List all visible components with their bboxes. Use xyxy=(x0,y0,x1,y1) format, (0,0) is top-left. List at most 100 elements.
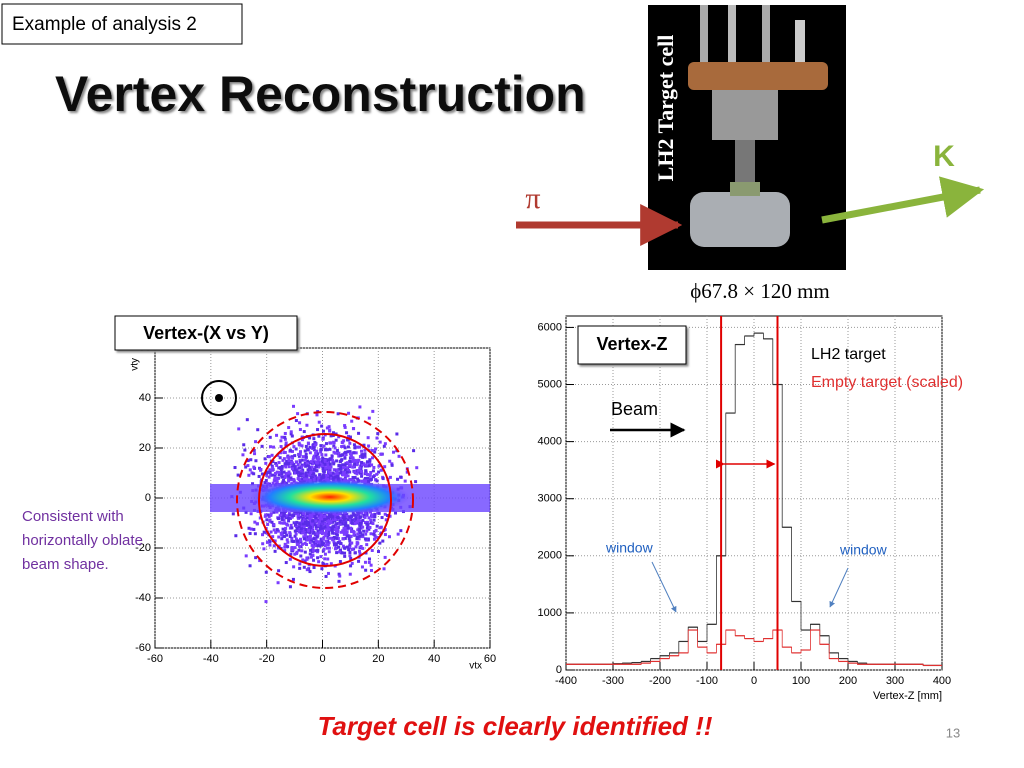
density-cell xyxy=(296,412,300,416)
density-cell xyxy=(248,564,252,568)
density-cell xyxy=(325,515,329,519)
density-cell xyxy=(375,472,379,476)
density-cell xyxy=(268,445,272,449)
density-cell xyxy=(349,556,353,560)
density-cell xyxy=(280,472,284,476)
density-cell xyxy=(293,468,297,472)
density-cell xyxy=(334,542,338,546)
density-cell xyxy=(323,514,327,518)
density-cell xyxy=(327,533,331,537)
density-cell xyxy=(346,445,350,449)
density-cell xyxy=(305,523,309,527)
density-cell xyxy=(271,466,275,470)
density-cell xyxy=(345,466,349,470)
density-cell xyxy=(312,472,316,476)
density-cell xyxy=(269,530,273,534)
density-cell xyxy=(331,431,335,435)
density-cell xyxy=(252,465,256,469)
density-cell xyxy=(269,512,273,516)
density-cell xyxy=(354,518,358,522)
density-cell xyxy=(372,518,376,522)
density-cell xyxy=(263,481,267,485)
density-cell xyxy=(378,541,382,545)
density-cell xyxy=(293,454,297,458)
density-cell xyxy=(405,470,409,474)
density-cell xyxy=(337,467,341,471)
density-cell xyxy=(283,474,287,478)
density-cell xyxy=(301,477,305,481)
density-cell xyxy=(271,535,275,539)
density-cell xyxy=(292,521,296,525)
density-cell xyxy=(297,452,301,456)
density-cell xyxy=(330,536,334,540)
density-cell xyxy=(321,437,325,441)
density-cell xyxy=(331,460,335,464)
density-cell xyxy=(305,516,309,520)
density-cell xyxy=(369,568,373,572)
density-cell xyxy=(354,516,358,520)
density-cell xyxy=(322,444,326,448)
y-tick-label: 3000 xyxy=(538,493,562,505)
density-cell xyxy=(323,552,327,556)
density-cell xyxy=(373,515,377,519)
density-cell xyxy=(289,523,293,527)
density-cell xyxy=(278,521,282,525)
density-cell xyxy=(364,568,368,572)
x-tick-label: -60 xyxy=(147,653,163,665)
density-cell xyxy=(277,466,281,470)
density-cell xyxy=(361,518,365,522)
density-cell xyxy=(412,449,416,453)
density-cell xyxy=(353,476,357,480)
density-cell xyxy=(285,538,289,542)
density-cell xyxy=(377,550,381,554)
density-cell xyxy=(313,440,317,444)
density-cell xyxy=(371,475,375,479)
density-cell xyxy=(322,535,326,539)
density-cell xyxy=(303,449,307,453)
y-tick-label: 2000 xyxy=(538,550,562,562)
density-cell xyxy=(316,519,320,523)
y-tick-label: 0 xyxy=(556,664,562,676)
density-cell xyxy=(271,481,275,485)
density-cell xyxy=(371,469,375,473)
density-cell xyxy=(310,515,314,519)
density-cell xyxy=(237,427,241,431)
density-cell xyxy=(342,515,346,519)
density-cell xyxy=(246,459,250,463)
density-cell xyxy=(345,530,349,534)
density-cell xyxy=(267,455,271,459)
density-cell xyxy=(279,445,283,449)
density-cell xyxy=(317,515,321,519)
density-cell xyxy=(298,530,302,534)
density-cell xyxy=(337,572,341,576)
density-cell xyxy=(367,516,371,520)
density-cell xyxy=(295,471,299,475)
density-cell xyxy=(396,477,400,481)
density-cell xyxy=(281,480,285,484)
density-cell xyxy=(279,466,283,470)
density-cell xyxy=(329,562,333,566)
density-cell xyxy=(294,471,298,475)
density-cell xyxy=(280,516,284,520)
slide-title: Vertex Reconstruction xyxy=(55,66,586,122)
density-cell xyxy=(343,546,347,550)
density-cell xyxy=(265,518,269,522)
density-cell xyxy=(304,474,308,478)
density-cell xyxy=(283,521,287,525)
density-cell xyxy=(300,458,304,462)
density-cell xyxy=(246,464,250,468)
density-cell xyxy=(319,515,323,519)
density-cell xyxy=(305,530,309,534)
density-cell xyxy=(283,531,287,535)
density-cell xyxy=(301,513,305,517)
density-cell xyxy=(329,471,333,475)
k-label: K xyxy=(933,140,955,173)
density-cell xyxy=(370,448,374,452)
density-cell xyxy=(350,521,354,525)
density-cell xyxy=(352,426,356,430)
density-cell xyxy=(340,519,344,523)
density-cell xyxy=(349,518,353,522)
density-cell xyxy=(312,565,316,569)
density-cell xyxy=(339,467,343,471)
density-cell xyxy=(350,547,354,551)
